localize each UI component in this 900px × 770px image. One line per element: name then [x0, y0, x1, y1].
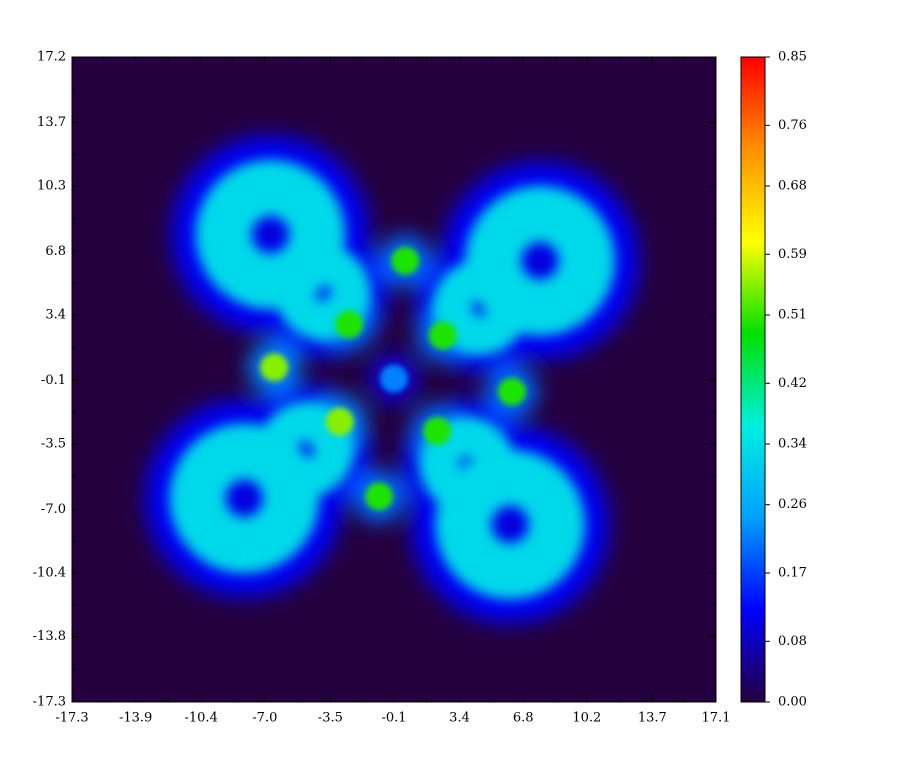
ring [432, 259, 528, 356]
peak [325, 407, 354, 436]
y-tick-label: -10.4 [33, 566, 66, 581]
peak [365, 482, 394, 511]
core-layer [169, 159, 615, 600]
colorbar-tick-label: 0.59 [778, 247, 807, 262]
y-tick-label: 10.3 [37, 179, 66, 194]
y-tick-label: -17.3 [33, 695, 66, 710]
colorbar-tick-label: 0.00 [778, 695, 807, 710]
peak-layer [260, 246, 526, 511]
x-tick-label: -7.0 [252, 711, 277, 726]
colorbar-tick-label: 0.51 [778, 308, 807, 323]
ring [169, 423, 320, 574]
peak [428, 321, 457, 350]
x-tick-label: -13.9 [119, 711, 152, 726]
colorbar-tick-label: 0.17 [778, 566, 807, 581]
x-tick-label: 13.7 [638, 711, 667, 726]
x-tick-label: 10.2 [572, 711, 601, 726]
x-tick-label: -17.3 [55, 711, 88, 726]
peak [335, 310, 364, 339]
y-tick-label: -13.8 [33, 629, 66, 644]
ring [195, 159, 346, 310]
y-tick-label: 6.8 [45, 244, 66, 259]
x-tick-label: 6.8 [513, 711, 534, 726]
ring [275, 244, 371, 341]
x-tick-label: 17.1 [702, 711, 731, 726]
ring [258, 401, 354, 498]
ring [465, 185, 615, 336]
y-tick-label: -0.1 [41, 373, 66, 388]
x-tick-label: -10.4 [185, 711, 218, 726]
y-tick-label: -7.0 [41, 502, 66, 517]
y-tick-label: -3.5 [41, 437, 66, 452]
y-tick-label: 13.7 [37, 115, 66, 130]
y-tick-label: 3.4 [45, 308, 66, 323]
ring [419, 416, 515, 513]
colorbar-tick-label: 0.68 [778, 179, 807, 194]
peak [423, 416, 452, 445]
x-tick-label: 3.4 [449, 711, 470, 726]
colorbar-tick-label: 0.85 [778, 50, 807, 65]
colorbar-tick-label: 0.26 [778, 497, 807, 512]
colorbar-tick-label: 0.08 [778, 634, 807, 649]
colorbar-tick-label: 0.34 [778, 437, 807, 452]
colorbar-tick-label: 0.42 [778, 376, 807, 391]
y-tick-label: 17.2 [37, 50, 66, 65]
x-tick-label: -3.5 [318, 711, 343, 726]
peak [260, 353, 289, 382]
heatmap-field [72, 57, 716, 702]
colorbar [740, 56, 766, 703]
peak [380, 364, 408, 393]
colorbar-tick-label: 0.76 [778, 118, 807, 133]
x-tick-label: -0.1 [381, 711, 406, 726]
peak [497, 377, 526, 406]
peak [391, 246, 420, 275]
